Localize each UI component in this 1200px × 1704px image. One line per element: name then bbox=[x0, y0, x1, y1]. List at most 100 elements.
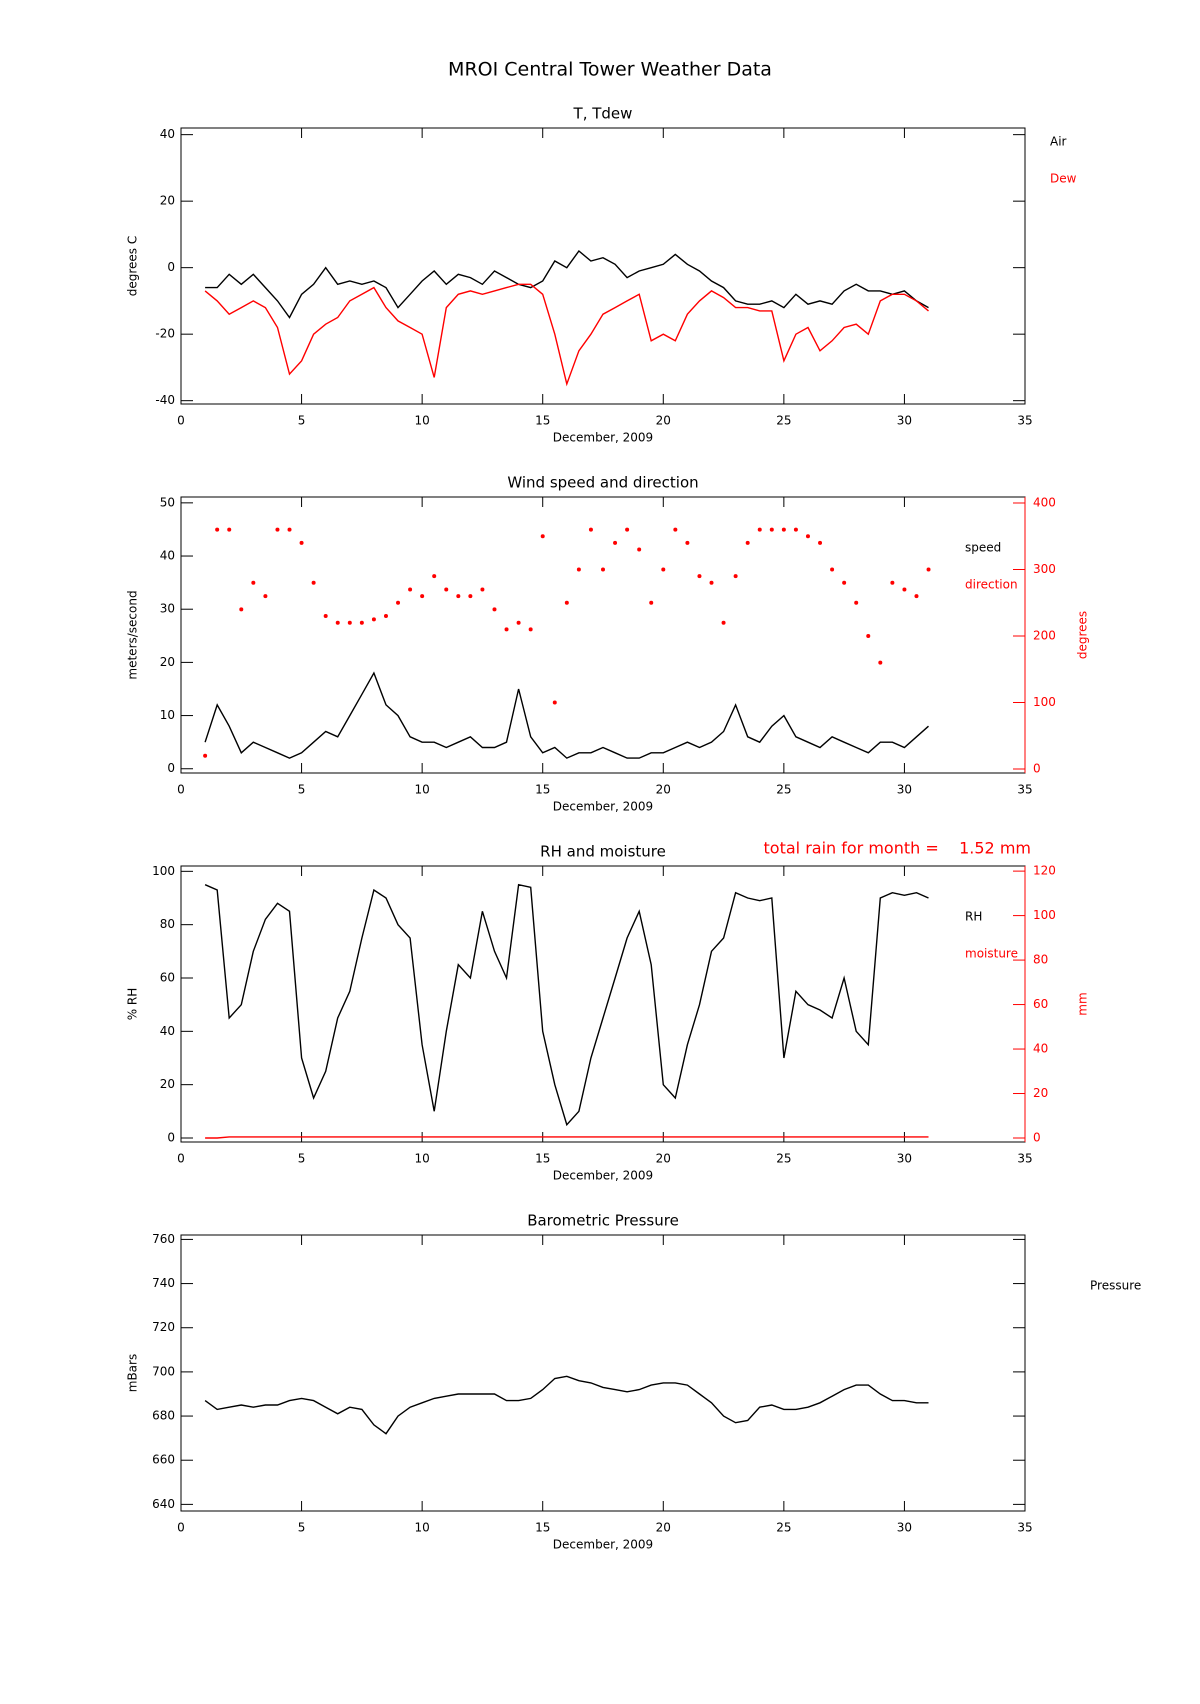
y2-tick-label: 80 bbox=[1033, 953, 1048, 967]
data-point bbox=[287, 527, 292, 532]
y-axis-title: degrees C bbox=[126, 236, 140, 297]
data-point bbox=[721, 620, 726, 625]
y-tick-label: 80 bbox=[160, 917, 175, 931]
y-tick-label: 50 bbox=[160, 495, 175, 509]
data-point bbox=[371, 617, 376, 622]
data-point bbox=[914, 594, 919, 599]
data-point bbox=[504, 627, 509, 632]
y2-tick-label: 100 bbox=[1033, 695, 1056, 709]
plot-frame bbox=[180, 496, 1026, 774]
data-point bbox=[468, 594, 473, 599]
y-tick-label: 680 bbox=[152, 1409, 175, 1423]
y2-tick-label: 200 bbox=[1033, 628, 1056, 642]
main-title: MROI Central Tower Weather Data bbox=[448, 59, 772, 81]
x-tick-label: 10 bbox=[415, 783, 430, 797]
data-point bbox=[685, 540, 690, 545]
y-tick-label: 20 bbox=[160, 655, 175, 669]
data-point bbox=[552, 700, 557, 705]
data-line bbox=[204, 671, 929, 759]
data-line bbox=[204, 883, 929, 1127]
x-tick-label: 0 bbox=[177, 414, 185, 428]
y-tick-label: 0 bbox=[167, 260, 175, 274]
x-axis-title: December, 2009 bbox=[553, 431, 653, 445]
data-point bbox=[432, 574, 437, 579]
data-point bbox=[251, 580, 256, 585]
data-point bbox=[311, 580, 316, 585]
data-point bbox=[335, 620, 340, 625]
y-tick-label: 760 bbox=[152, 1232, 175, 1246]
data-point bbox=[420, 594, 425, 599]
x-tick-label: 5 bbox=[298, 1152, 306, 1166]
plot-frame bbox=[180, 127, 1026, 405]
data-point bbox=[625, 527, 630, 532]
data-point bbox=[830, 567, 835, 572]
x-tick-label: 35 bbox=[1017, 783, 1032, 797]
x-tick-label: 0 bbox=[177, 1152, 185, 1166]
panel-title: Barometric Pressure bbox=[527, 1212, 679, 1230]
x-tick-label: 10 bbox=[415, 1152, 430, 1166]
y-tick-label: 640 bbox=[152, 1497, 175, 1511]
y2-axis-title: mm bbox=[1076, 992, 1090, 1015]
data-point bbox=[733, 574, 738, 579]
data-point bbox=[456, 594, 461, 599]
data-point bbox=[516, 620, 521, 625]
y-tick-label: 100 bbox=[152, 864, 175, 878]
x-tick-label: 25 bbox=[776, 1521, 791, 1535]
x-tick-label: 35 bbox=[1017, 414, 1032, 428]
data-point bbox=[588, 527, 593, 532]
data-point bbox=[757, 527, 762, 532]
x-tick-label: 30 bbox=[897, 783, 912, 797]
legend-entry: Pressure bbox=[1090, 1279, 1141, 1293]
y2-tick-label: 100 bbox=[1033, 908, 1056, 922]
x-tick-label: 15 bbox=[535, 1521, 550, 1535]
data-point bbox=[299, 540, 304, 545]
x-tick-label: 25 bbox=[776, 783, 791, 797]
y2-tick-label: 300 bbox=[1033, 562, 1056, 576]
data-point bbox=[866, 633, 871, 638]
data-point bbox=[540, 534, 545, 539]
data-point bbox=[902, 587, 907, 592]
y-tick-label: 60 bbox=[160, 971, 175, 985]
y-axis-title: meters/second bbox=[126, 590, 140, 679]
y-tick-label: 30 bbox=[160, 602, 175, 616]
y-tick-label: 740 bbox=[152, 1276, 175, 1290]
y-tick-label: 10 bbox=[160, 708, 175, 722]
x-tick-label: 5 bbox=[298, 1521, 306, 1535]
data-point bbox=[359, 620, 364, 625]
data-point bbox=[576, 567, 581, 572]
data-line bbox=[205, 249, 929, 319]
data-point bbox=[227, 527, 232, 532]
data-point bbox=[480, 587, 485, 592]
x-tick-label: 20 bbox=[656, 1152, 671, 1166]
plot-frame bbox=[180, 1234, 1026, 1512]
legend-entry: speed bbox=[965, 541, 1001, 555]
legend-entry: direction bbox=[965, 578, 1018, 592]
y2-tick-label: 40 bbox=[1033, 1042, 1048, 1056]
data-point bbox=[781, 527, 786, 532]
data-point bbox=[564, 600, 569, 605]
data-point bbox=[408, 587, 413, 592]
y2-tick-label: 0 bbox=[1033, 762, 1041, 776]
x-tick-label: 10 bbox=[415, 414, 430, 428]
data-point bbox=[805, 534, 810, 539]
data-point bbox=[444, 587, 449, 592]
legend-entry: moisture bbox=[965, 947, 1018, 961]
x-axis-title: December, 2009 bbox=[553, 1169, 653, 1183]
panel-title: RH and moisture bbox=[540, 843, 666, 861]
x-axis-title: December, 2009 bbox=[553, 1538, 653, 1552]
x-tick-label: 15 bbox=[535, 414, 550, 428]
x-tick-label: 20 bbox=[656, 414, 671, 428]
y-axis-title: % RH bbox=[126, 988, 140, 1021]
data-point bbox=[697, 574, 702, 579]
x-tick-label: 0 bbox=[177, 783, 185, 797]
y-tick-label: 0 bbox=[167, 761, 175, 775]
x-tick-label: 35 bbox=[1017, 1152, 1032, 1166]
y-tick-label: 660 bbox=[152, 1453, 175, 1467]
y2-tick-label: 400 bbox=[1033, 495, 1056, 509]
y-tick-label: 20 bbox=[160, 194, 175, 208]
data-point bbox=[637, 547, 642, 552]
x-tick-label: 30 bbox=[897, 1152, 912, 1166]
x-tick-label: 0 bbox=[177, 1521, 185, 1535]
x-tick-label: 5 bbox=[298, 414, 306, 428]
